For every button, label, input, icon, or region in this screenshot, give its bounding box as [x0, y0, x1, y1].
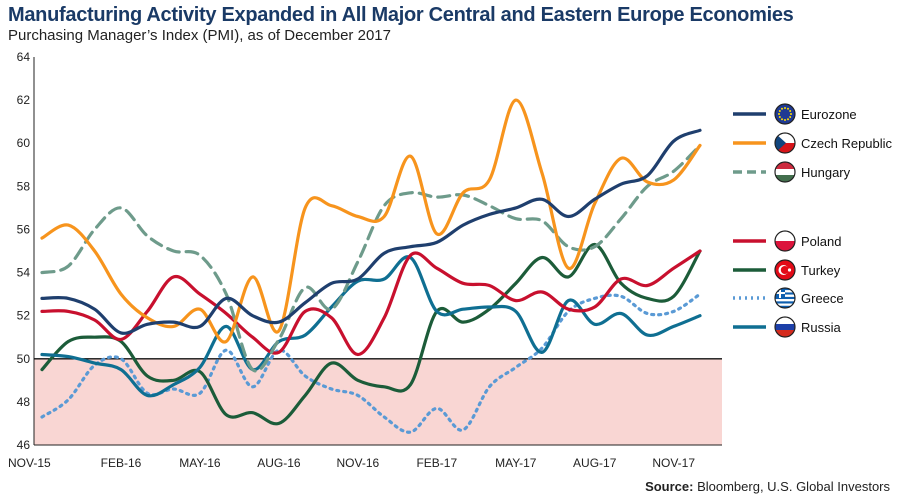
flag-border — [774, 161, 796, 183]
x-tick-label: NOV-17 — [652, 456, 695, 470]
series-line-turkey — [40, 242, 702, 426]
x-tick-label: MAY-17 — [495, 456, 537, 470]
y-tick-label: 48 — [17, 395, 31, 409]
legend-item: Poland — [733, 230, 841, 252]
legend-item: Hungary — [733, 161, 851, 183]
contraction-zone — [34, 358, 722, 445]
flag-border — [774, 316, 796, 338]
y-tick-label: 46 — [17, 438, 31, 452]
chart-title: Manufacturing Activity Expanded in All M… — [8, 4, 794, 26]
legend-label: Greece — [801, 291, 844, 306]
flag-border — [774, 259, 796, 281]
source-text: Bloomberg, U.S. Global Investors — [693, 479, 890, 494]
y-tick-label: 64 — [17, 50, 31, 64]
x-tick-label: AUG-17 — [573, 456, 617, 470]
legend-label: Russia — [801, 320, 842, 335]
y-tick-label: 54 — [17, 266, 31, 280]
legend-label: Hungary — [801, 165, 851, 180]
x-tick-label: FEB-17 — [416, 456, 457, 470]
series-line-eurozone — [40, 128, 702, 335]
y-tick-label: 56 — [17, 222, 31, 236]
chart-subtitle: Purchasing Manager’s Index (PMI), as of … — [8, 27, 391, 44]
series-line-czech-republic — [40, 98, 702, 344]
series-line-poland — [40, 249, 702, 357]
x-tick-label: AUG-16 — [257, 456, 301, 470]
hungary-flag-icon — [775, 162, 795, 182]
legend-item: Russia — [733, 316, 842, 338]
x-tick-label: NOV-15 — [8, 456, 51, 470]
y-tick-label: 60 — [17, 136, 31, 150]
series-line-russia — [40, 255, 702, 398]
legend-item: Turkey — [733, 259, 841, 281]
source-note: Source: Bloomberg, U.S. Global Investors — [645, 479, 890, 494]
flag-border — [774, 132, 796, 154]
source-label: Source: — [645, 479, 694, 494]
series-line-hungary — [40, 143, 702, 373]
legend-item: Czech Republic — [733, 132, 893, 154]
legend-label: Turkey — [801, 263, 841, 278]
poland-flag-icon — [775, 231, 795, 251]
turkey-flag-icon — [775, 260, 795, 280]
x-tick-label: FEB-16 — [101, 456, 142, 470]
flag-border — [774, 230, 796, 252]
y-tick-label: 62 — [17, 93, 31, 107]
y-tick-label: 50 — [17, 352, 31, 366]
y-tick-label: 52 — [17, 309, 31, 323]
flag-border — [774, 103, 796, 125]
legend-label: Eurozone — [801, 107, 857, 122]
russia-flag-icon — [775, 317, 795, 337]
eu-flag-icon — [775, 104, 795, 124]
series-line-greece — [40, 292, 702, 434]
legend-item: Greece — [733, 287, 844, 309]
greece-flag-icon — [775, 288, 795, 308]
x-tick-label: MAY-16 — [179, 456, 221, 470]
legend-label: Czech Republic — [801, 136, 893, 151]
czech-flag-icon — [775, 133, 795, 153]
legend-item: Eurozone — [733, 103, 857, 125]
legend-label: Poland — [801, 234, 841, 249]
x-tick-label: NOV-16 — [336, 456, 379, 470]
flag-border — [774, 287, 796, 309]
y-tick-label: 58 — [17, 179, 31, 193]
